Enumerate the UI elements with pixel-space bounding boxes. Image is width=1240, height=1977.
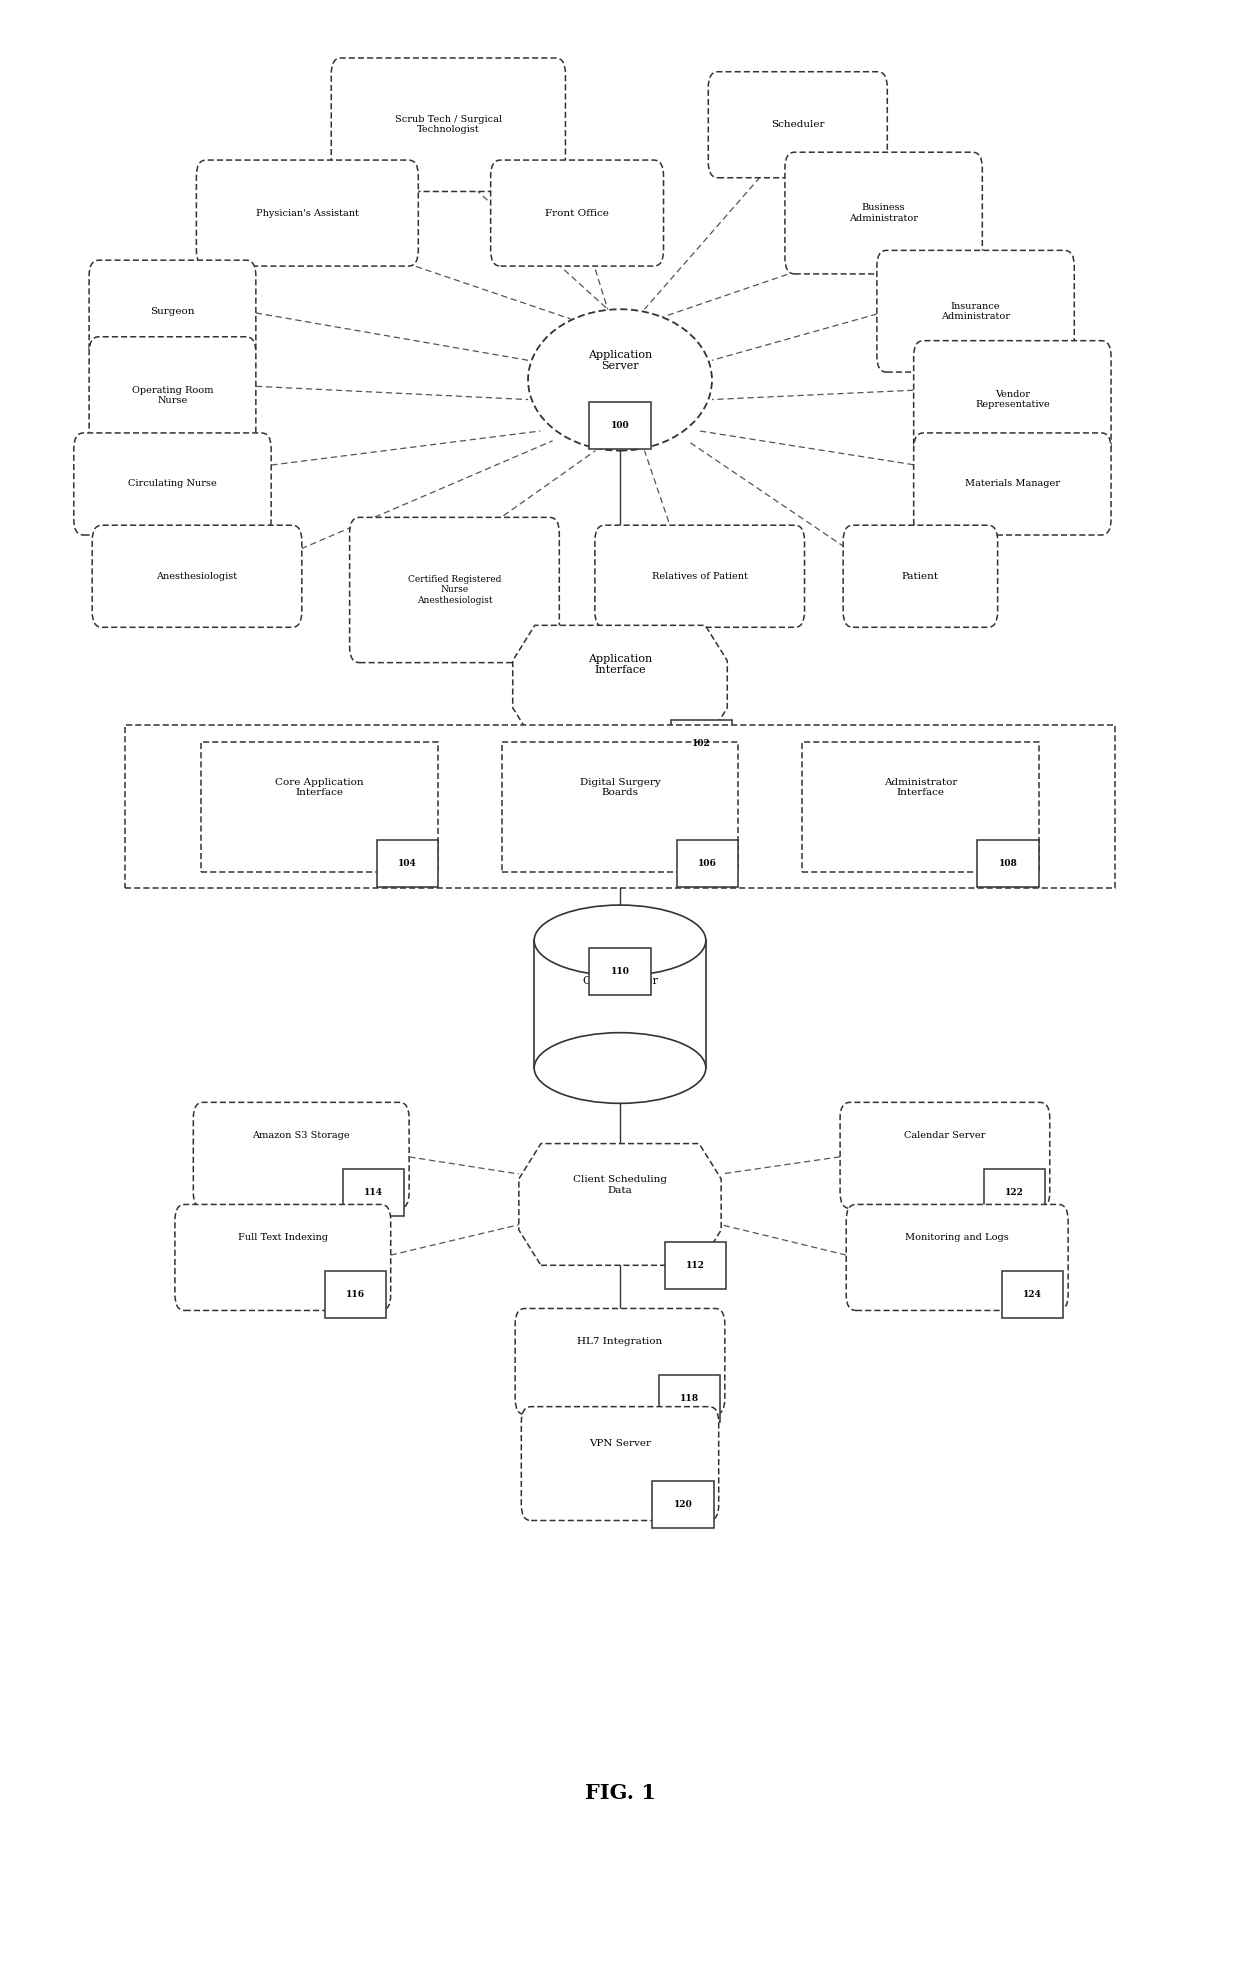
- Text: Surgeon: Surgeon: [150, 306, 195, 316]
- Text: Client Scheduling
Data: Client Scheduling Data: [573, 1174, 667, 1194]
- FancyBboxPatch shape: [677, 840, 738, 888]
- FancyBboxPatch shape: [331, 57, 565, 192]
- FancyBboxPatch shape: [652, 1481, 714, 1528]
- Text: 118: 118: [680, 1394, 699, 1404]
- FancyBboxPatch shape: [92, 526, 301, 627]
- FancyBboxPatch shape: [196, 160, 418, 267]
- Ellipse shape: [534, 905, 706, 977]
- FancyBboxPatch shape: [515, 1309, 725, 1414]
- FancyBboxPatch shape: [89, 261, 255, 362]
- Text: Scrub Tech / Surgical
Technologist: Scrub Tech / Surgical Technologist: [394, 115, 502, 134]
- Text: Anesthesiologist: Anesthesiologist: [156, 571, 238, 581]
- Text: Insurance
Administrator: Insurance Administrator: [941, 302, 1011, 320]
- FancyBboxPatch shape: [377, 840, 438, 888]
- Text: Client Server: Client Server: [583, 975, 657, 987]
- Text: Patient: Patient: [901, 571, 939, 581]
- FancyBboxPatch shape: [502, 741, 738, 872]
- Text: 104: 104: [398, 860, 417, 868]
- Text: 100: 100: [610, 421, 630, 429]
- FancyBboxPatch shape: [534, 941, 706, 1068]
- Text: Full Text Indexing: Full Text Indexing: [238, 1234, 327, 1242]
- FancyBboxPatch shape: [671, 720, 732, 767]
- FancyBboxPatch shape: [914, 340, 1111, 459]
- FancyBboxPatch shape: [175, 1204, 391, 1311]
- Text: Scheduler: Scheduler: [771, 121, 825, 129]
- FancyBboxPatch shape: [846, 1204, 1068, 1311]
- FancyBboxPatch shape: [589, 949, 651, 994]
- Text: 108: 108: [998, 860, 1018, 868]
- FancyBboxPatch shape: [1002, 1271, 1063, 1319]
- Text: FIG. 1: FIG. 1: [584, 1783, 656, 1803]
- FancyBboxPatch shape: [983, 1168, 1045, 1216]
- FancyBboxPatch shape: [350, 518, 559, 662]
- Text: Materials Manager: Materials Manager: [965, 480, 1060, 488]
- Text: 124: 124: [1023, 1291, 1042, 1299]
- Text: HL7 Integration: HL7 Integration: [578, 1336, 662, 1346]
- FancyBboxPatch shape: [491, 160, 663, 267]
- Text: Physician's Assistant: Physician's Assistant: [255, 208, 358, 217]
- Text: Circulating Nurse: Circulating Nurse: [128, 480, 217, 488]
- FancyBboxPatch shape: [665, 1242, 727, 1289]
- FancyBboxPatch shape: [658, 1376, 720, 1421]
- Text: Front Office: Front Office: [546, 208, 609, 217]
- Text: Monitoring and Logs: Monitoring and Logs: [905, 1234, 1009, 1242]
- Text: Core Application
Interface: Core Application Interface: [275, 777, 363, 797]
- Text: Operating Room
Nurse: Operating Room Nurse: [131, 386, 213, 405]
- FancyBboxPatch shape: [589, 401, 651, 449]
- Text: 122: 122: [1004, 1188, 1024, 1198]
- FancyBboxPatch shape: [802, 741, 1039, 872]
- Polygon shape: [518, 1143, 722, 1265]
- Text: Calendar Server: Calendar Server: [904, 1131, 986, 1141]
- Ellipse shape: [528, 308, 712, 451]
- FancyBboxPatch shape: [73, 433, 272, 536]
- FancyBboxPatch shape: [839, 1103, 1050, 1208]
- Text: 110: 110: [610, 967, 630, 977]
- Text: Application
Server: Application Server: [588, 350, 652, 372]
- Text: 120: 120: [673, 1501, 692, 1508]
- FancyBboxPatch shape: [343, 1168, 404, 1216]
- FancyBboxPatch shape: [193, 1103, 409, 1208]
- Text: Vendor
Representative: Vendor Representative: [975, 389, 1050, 409]
- Text: Digital Surgery
Boards: Digital Surgery Boards: [579, 777, 661, 797]
- Text: VPN Server: VPN Server: [589, 1439, 651, 1449]
- Text: 102: 102: [692, 739, 711, 747]
- Text: Application
Interface: Application Interface: [588, 654, 652, 676]
- Text: Amazon S3 Storage: Amazon S3 Storage: [253, 1131, 350, 1141]
- Text: Relatives of Patient: Relatives of Patient: [652, 571, 748, 581]
- FancyBboxPatch shape: [977, 840, 1039, 888]
- FancyBboxPatch shape: [914, 433, 1111, 536]
- FancyBboxPatch shape: [89, 336, 255, 455]
- FancyBboxPatch shape: [785, 152, 982, 275]
- Text: Certified Registered
Nurse
Anesthesiologist: Certified Registered Nurse Anesthesiolog…: [408, 575, 501, 605]
- FancyBboxPatch shape: [877, 251, 1074, 372]
- FancyBboxPatch shape: [595, 526, 805, 627]
- Polygon shape: [512, 625, 728, 743]
- Text: Business
Administrator: Business Administrator: [849, 204, 918, 223]
- FancyBboxPatch shape: [325, 1271, 386, 1319]
- Text: 114: 114: [365, 1188, 383, 1198]
- Text: Administrator
Interface: Administrator Interface: [884, 777, 957, 797]
- FancyBboxPatch shape: [125, 726, 1115, 888]
- Text: 116: 116: [346, 1291, 365, 1299]
- Text: 112: 112: [686, 1261, 704, 1269]
- FancyBboxPatch shape: [843, 526, 998, 627]
- FancyBboxPatch shape: [201, 741, 438, 872]
- FancyBboxPatch shape: [708, 71, 888, 178]
- Ellipse shape: [534, 1032, 706, 1103]
- FancyBboxPatch shape: [521, 1408, 719, 1520]
- Text: 106: 106: [698, 860, 717, 868]
